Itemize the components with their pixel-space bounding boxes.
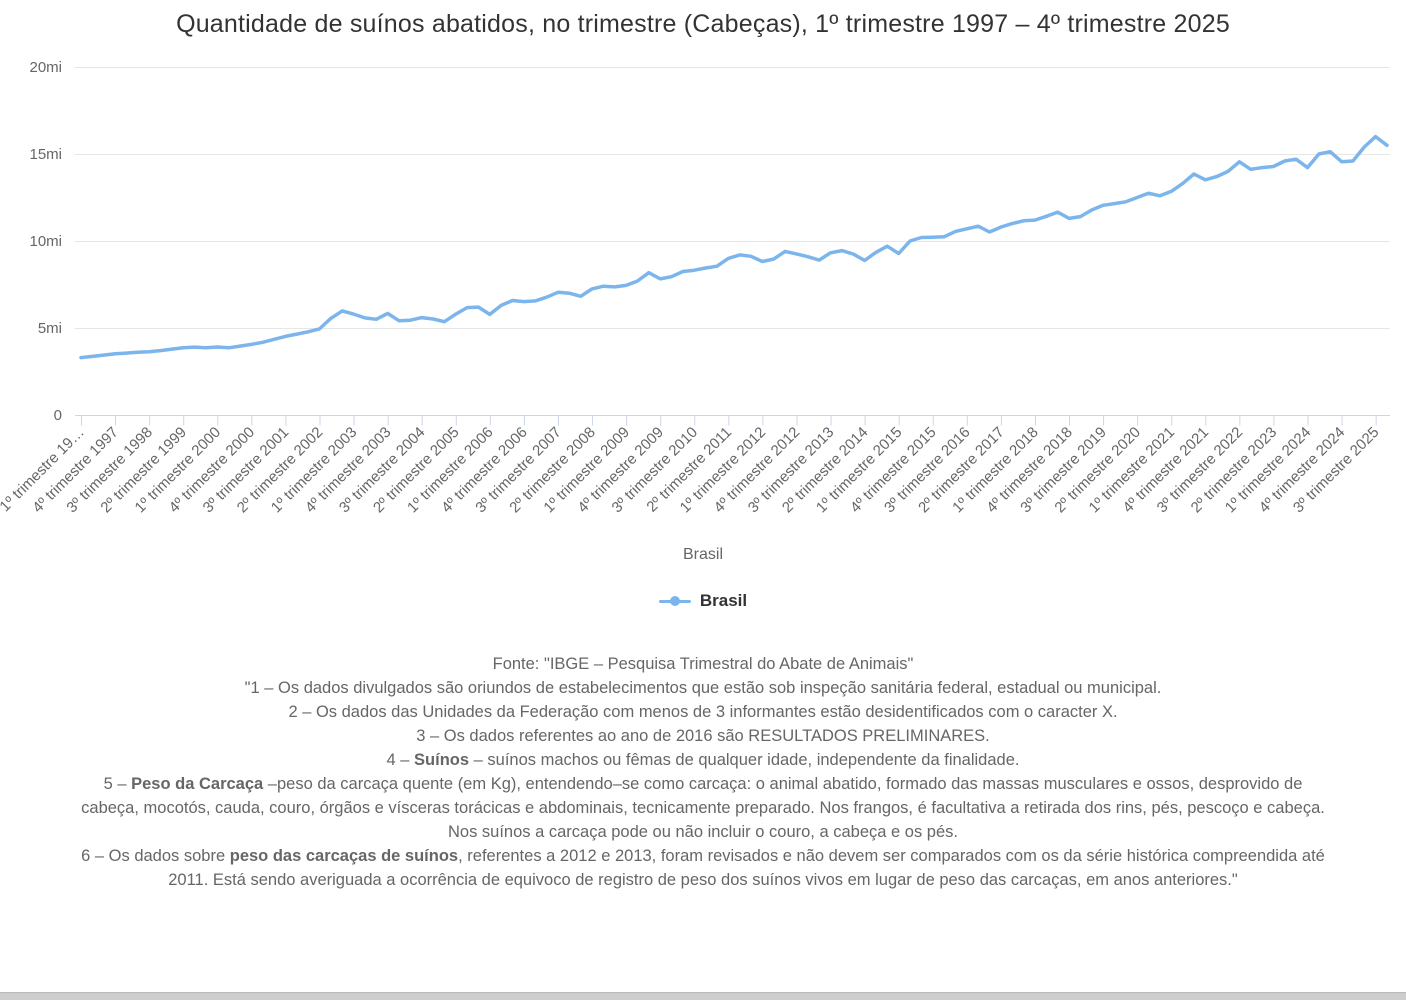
footer-note-line: 3 – Os dados referentes ao ano de 2016 s… [78, 724, 1328, 748]
footer-text: 2 – Os dados das Unidades da Federação c… [288, 703, 1118, 721]
horizontal-scrollbar[interactable] [0, 992, 1406, 1000]
y-axis-label: 5mi [38, 320, 62, 337]
footer-notes: Fonte: "IBGE – Pesquisa Trimestral do Ab… [78, 652, 1328, 892]
legend-line-marker-icon [658, 594, 691, 608]
footer-text: 4 – [386, 751, 415, 769]
series-line-brasil[interactable] [79, 134, 1389, 360]
footer-text: Fonte: "IBGE – Pesquisa Trimestral do Ab… [492, 655, 914, 673]
footer-bold-term: Peso da Carcaça [131, 775, 264, 793]
y-axis-label: 0 [54, 407, 62, 424]
footer-text: "1 – Os dados divulgados são oriundos de… [244, 679, 1162, 697]
footer-note-line: "1 – Os dados divulgados são oriundos de… [78, 676, 1328, 700]
footer-bold-term: peso das carcaças de suínos [229, 847, 459, 865]
legend-label: Brasil [699, 591, 748, 610]
legend-item-brasil[interactable]: Brasil [0, 591, 1406, 611]
footer-text: 5 – [103, 775, 132, 793]
footer-text: , referentes a 2012 e 2013, foram revisa… [168, 847, 1325, 889]
footer-note-line: 2 – Os dados das Unidades da Federação c… [78, 700, 1328, 724]
footer-text: –peso da carcaça quente (em Kg), entende… [81, 775, 1325, 841]
x-axis-title: Brasil [682, 546, 723, 563]
footer-note-line: 5 – Peso da Carcaça –peso da carcaça que… [78, 772, 1328, 844]
footer-text: 6 – Os dados sobre [81, 847, 230, 865]
footer-text: 3 – Os dados referentes ao ano de 2016 s… [416, 727, 990, 745]
y-axis-label: 10mi [29, 233, 62, 250]
legend-marker-dot-icon [669, 596, 680, 606]
footer-note-line: Fonte: "IBGE – Pesquisa Trimestral do Ab… [78, 652, 1328, 676]
y-axis-label: 20mi [29, 59, 62, 76]
footer-note-line: 6 – Os dados sobre peso das carcaças de … [78, 844, 1328, 892]
chart-title: Quantidade de suínos abatidos, no trimes… [176, 10, 1230, 38]
footer-text: – suínos machos ou fêmas de qualquer ida… [469, 751, 1020, 769]
footer-bold-term: Suínos [414, 751, 470, 769]
footer-note-line: 4 – Suínos – suínos machos ou fêmas de q… [78, 748, 1328, 772]
y-axis-label: 15mi [29, 146, 62, 163]
